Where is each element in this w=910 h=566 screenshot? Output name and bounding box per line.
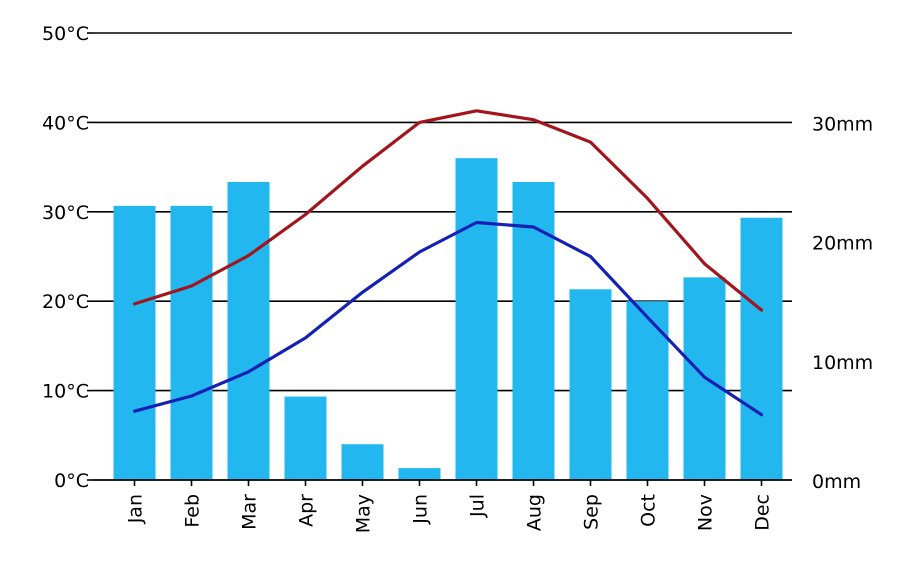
right-axis-tick-label: 10mm [812, 352, 873, 374]
precipitation-bar [170, 205, 213, 480]
left-axis-tick-label: 40°C [42, 112, 89, 134]
precipitation-bar [113, 205, 156, 480]
precipitation-bars [113, 158, 783, 480]
axes [87, 32, 792, 486]
precipitation-bar [398, 468, 441, 480]
month-label: Jul [467, 494, 489, 518]
precipitation-bar [455, 158, 498, 480]
month-label: Oct [638, 494, 660, 527]
left-axis-tick-label: 0°C [54, 470, 89, 492]
precipitation-bar [284, 396, 327, 480]
precipitation-bar [227, 182, 270, 480]
high-temperature-line [132, 109, 764, 312]
precipitation-bar [512, 182, 555, 480]
left-axis-tick-label: 10°C [42, 381, 89, 403]
left-axis-tick-label: 50°C [42, 23, 89, 45]
month-label: Mar [239, 494, 261, 530]
right-axis-tick-label: 20mm [812, 233, 873, 255]
right-axis-tick-label: 0mm [812, 471, 861, 493]
temperature-lines [132, 109, 764, 417]
right-axis-tick-label: 30mm [812, 113, 873, 135]
left-axis-tick-label: 20°C [42, 291, 89, 313]
precipitation-bar [626, 301, 669, 480]
month-label: Jun [410, 494, 432, 525]
month-label: Apr [296, 494, 318, 527]
month-label: Jan [125, 494, 147, 524]
month-label: Feb [182, 494, 204, 528]
precipitation-bar [569, 289, 612, 480]
low-temperature-line [132, 220, 764, 417]
month-label: Sep [581, 494, 603, 530]
tick-labels: 0°C 10°C 20°C 30°C 40°C 50°C Jan Feb Mar Apr May Ju… [42, 23, 873, 533]
precipitation-bar [740, 217, 783, 480]
month-label: Dec [752, 494, 774, 531]
left-axis-tick-label: 30°C [42, 202, 89, 224]
month-label: Nov [695, 494, 717, 531]
month-label: Aug [524, 494, 546, 531]
month-label: May [353, 494, 375, 533]
precipitation-bar [341, 444, 384, 480]
